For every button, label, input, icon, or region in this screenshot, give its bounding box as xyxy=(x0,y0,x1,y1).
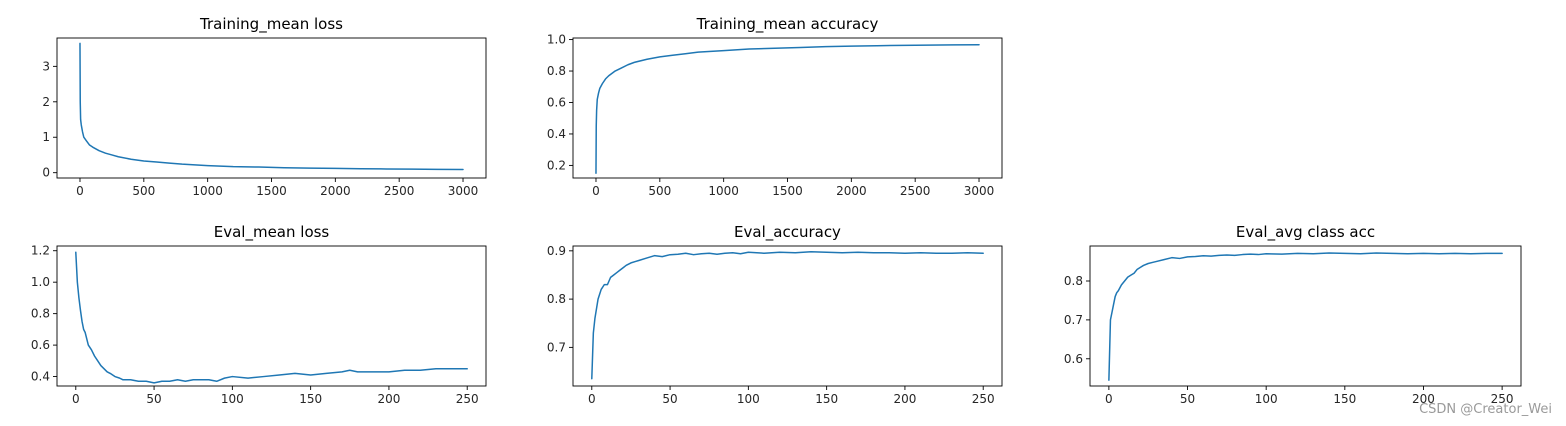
subplot-title: Training_mean accuracy xyxy=(696,15,879,34)
series-line xyxy=(75,251,468,384)
x-tick-label: 200 xyxy=(1412,392,1435,406)
axes-frame xyxy=(56,245,487,387)
x-tick-label: 2000 xyxy=(836,184,867,198)
subplot-3: Eval_mean loss 0 50 100 150 200 250 0.4 0.6 0.8 1.… xyxy=(31,223,487,406)
x-tick-label: 200 xyxy=(377,392,400,406)
subplot-4: Eval_accuracy 0 50 100 150 200 250 0.7 0.8 0.9 xyxy=(547,223,1003,406)
subplot-title: Eval_mean loss xyxy=(214,223,330,242)
x-tick-label: 100 xyxy=(221,392,244,406)
y-tick-label: 0.8 xyxy=(31,307,50,321)
x-tick-label: 0 xyxy=(76,184,84,198)
y-tick-label: 1.0 xyxy=(31,275,50,289)
x-tick-label: 100 xyxy=(737,392,760,406)
series-line xyxy=(595,44,980,175)
y-tick-label: 0.9 xyxy=(547,244,566,258)
x-tick-label: 2000 xyxy=(320,184,351,198)
x-tick-label: 2500 xyxy=(384,184,415,198)
axes-frame xyxy=(1089,245,1522,387)
y-tick-label: 0.7 xyxy=(1064,313,1083,327)
y-tick-label: 0.8 xyxy=(547,292,566,306)
y-tick-label: 0.6 xyxy=(547,95,566,109)
x-tick-label: 50 xyxy=(146,392,161,406)
y-tick-label: 1.0 xyxy=(547,33,566,47)
x-tick-label: 250 xyxy=(1491,392,1514,406)
x-tick-label: 0 xyxy=(588,392,596,406)
series-line xyxy=(79,42,464,171)
x-tick-label: 1000 xyxy=(192,184,223,198)
x-tick-label: 50 xyxy=(662,392,677,406)
x-tick-label: 2500 xyxy=(900,184,931,198)
series-line xyxy=(1108,252,1503,381)
y-tick-label: 2 xyxy=(42,95,50,109)
subplot-title: Eval_avg class acc xyxy=(1236,223,1375,242)
y-tick-label: 0 xyxy=(42,166,50,180)
x-tick-label: 3000 xyxy=(964,184,995,198)
axes-frame xyxy=(572,37,1003,179)
x-tick-label: 1500 xyxy=(772,184,803,198)
y-tick-label: 0.4 xyxy=(31,370,50,384)
watermark: CSDN @Creator_Wei xyxy=(1419,402,1552,417)
x-tick-label: 250 xyxy=(456,392,479,406)
y-tick-label: 0.7 xyxy=(547,340,566,354)
x-tick-label: 150 xyxy=(1333,392,1356,406)
x-tick-label: 500 xyxy=(648,184,671,198)
x-tick-label: 150 xyxy=(299,392,322,406)
x-tick-label: 0 xyxy=(592,184,600,198)
y-tick-label: 1.2 xyxy=(31,244,50,258)
x-tick-label: 0 xyxy=(72,392,80,406)
x-tick-label: 200 xyxy=(893,392,916,406)
x-tick-label: 50 xyxy=(1180,392,1195,406)
x-tick-label: 3000 xyxy=(448,184,479,198)
y-tick-label: 0.6 xyxy=(1064,352,1083,366)
y-tick-label: 0.6 xyxy=(31,338,50,352)
axes-frame xyxy=(572,245,1003,387)
x-tick-label: 1000 xyxy=(708,184,739,198)
y-tick-label: 0.4 xyxy=(547,127,566,141)
y-tick-label: 1 xyxy=(42,130,50,144)
x-tick-label: 100 xyxy=(1255,392,1278,406)
x-tick-label: 0 xyxy=(1105,392,1113,406)
subplot-2: Training_mean accuracy 0 500 1000 1500 2000 25… xyxy=(547,15,1003,198)
x-tick-label: 250 xyxy=(972,392,995,406)
x-tick-label: 1500 xyxy=(256,184,287,198)
y-tick-label: 0.2 xyxy=(547,158,566,172)
y-tick-label: 0.8 xyxy=(547,64,566,78)
subplot-title: Eval_accuracy xyxy=(734,223,841,242)
y-tick-label: 0.8 xyxy=(1064,274,1083,288)
series-line xyxy=(591,251,984,380)
subplot-title: Training_mean loss xyxy=(199,15,343,34)
x-tick-label: 150 xyxy=(815,392,838,406)
y-tick-label: 3 xyxy=(42,59,50,73)
x-tick-label: 500 xyxy=(132,184,155,198)
subplot-5: Eval_avg class acc 0 50 100 150 200 250 0.6 0.7 0… xyxy=(1064,223,1522,406)
